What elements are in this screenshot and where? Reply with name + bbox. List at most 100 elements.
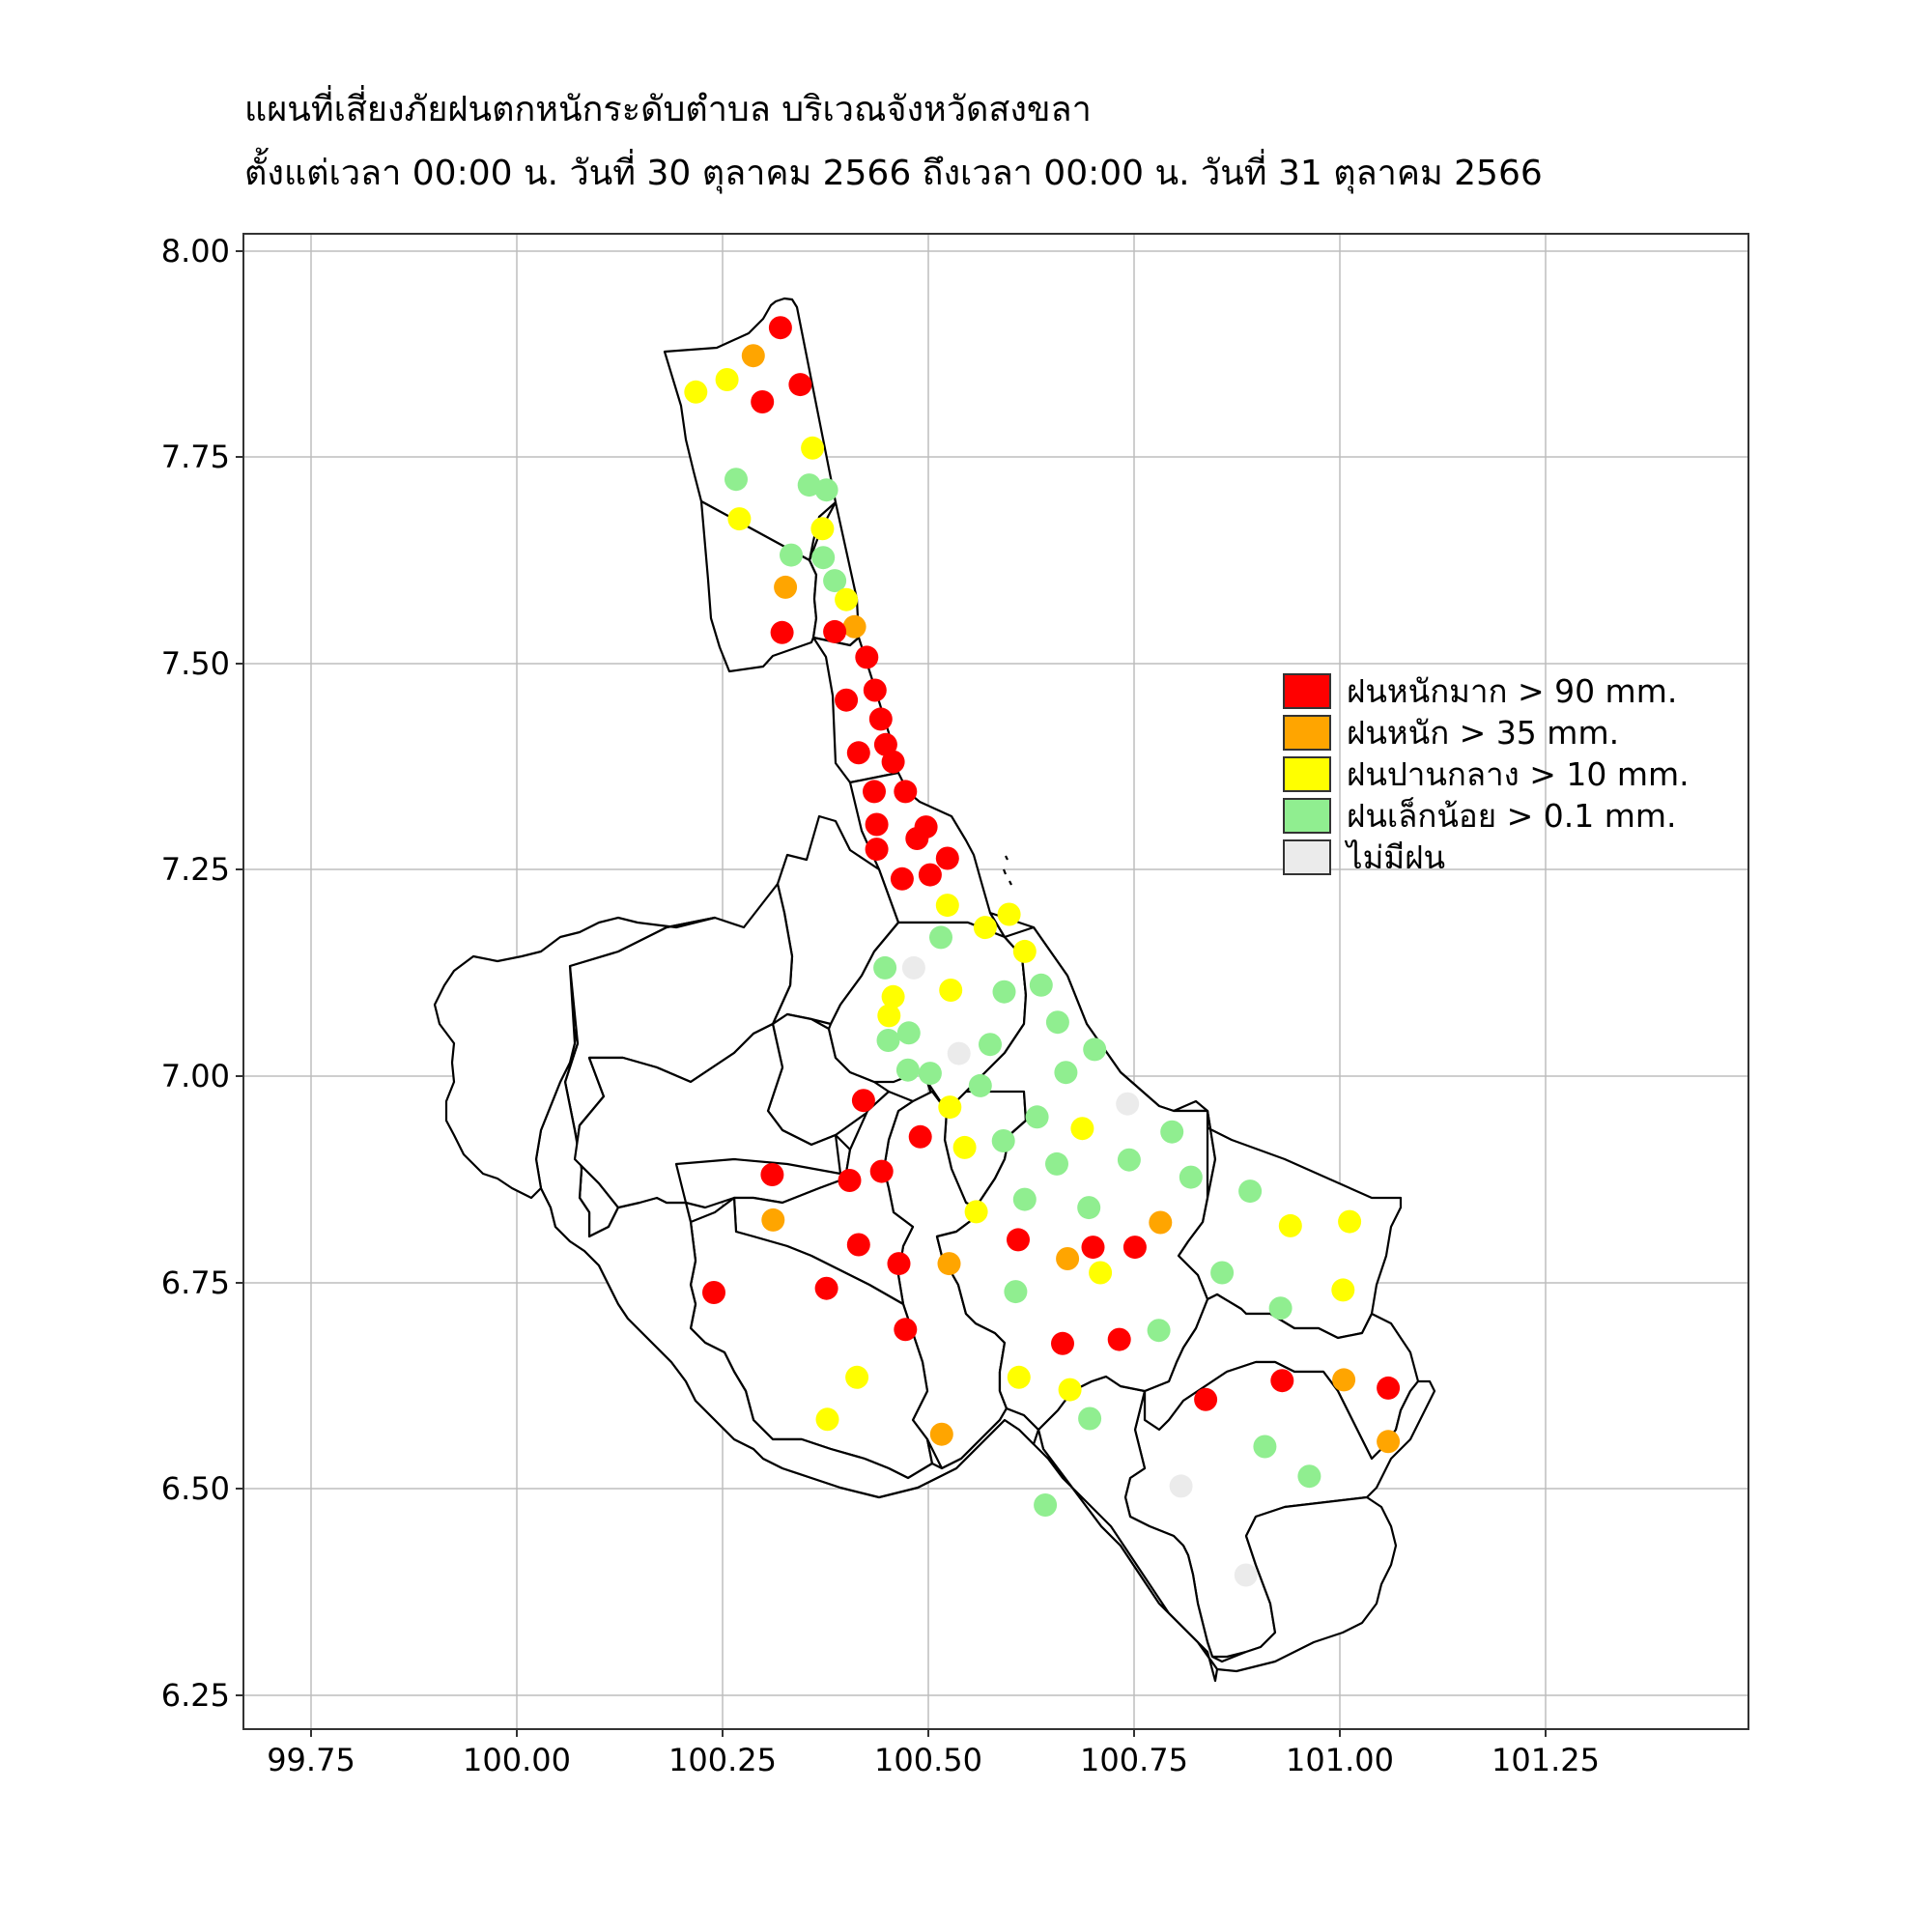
subdistrict-point-light-rain [1117,1148,1141,1172]
subdistrict-point-moderate-rain [935,894,959,918]
subdistrict-point-very-heavy-rain [846,1233,870,1257]
subdistrict-point-light-rain [1054,1061,1078,1085]
subdistrict-point-light-rain [1004,1280,1028,1304]
subdistrict-point-heavy-rain [1332,1368,1356,1392]
subdistrict-point-light-rain [992,980,1016,1004]
subdistrict-point-light-rain [1083,1037,1107,1062]
subdistrict-point-moderate-rain [997,902,1021,926]
subdistrict-point-light-rain [724,468,748,492]
map-title: แผนที่เสี่ยงภัยฝนตกหนักระดับตำบล บริเวณจ… [244,90,1092,129]
subdistrict-point-light-rain [1034,1493,1058,1517]
subdistrict-point-moderate-rain [684,380,708,404]
subdistrict-point-light-rain [823,569,847,593]
subdistrict-point-light-rain [1045,1010,1069,1035]
y-axis-labels: 6.25 6.50 6.75 7.00 7.25 7.50 7.75 8.00 [161,233,230,1714]
province-boundaries [433,297,1436,1683]
subdistrict-point-moderate-rain [1331,1278,1355,1302]
subdistrict-point-moderate-rain [801,436,825,460]
subdistrict-point-light-rain [873,955,897,980]
x-axis-labels: 99.75 100.00 100.25 100.50 100.75 101.00… [267,1742,1600,1778]
subdistrict-point-very-heavy-rain [1194,1387,1218,1411]
subdistrict-point-moderate-rain [727,507,752,531]
y-tick-label: 7.25 [161,851,230,888]
subdistrict-point-light-rain [811,546,836,570]
y-tick-label: 6.25 [161,1677,230,1714]
subdistrict-point-heavy-rain [774,575,798,599]
subdistrict-point-light-rain [1025,1105,1049,1129]
subdistrict-point-moderate-rain [835,587,859,611]
subdistrict-point-very-heavy-rain [881,750,905,774]
legend-label: ฝนหนักมาก > 90 mm. [1347,672,1678,710]
subdistrict-point-moderate-rain [938,1095,962,1120]
y-tick-label: 7.00 [161,1058,230,1094]
subdistrict-point-very-heavy-rain [814,1276,838,1300]
subdistrict-point-very-heavy-rain [855,645,879,669]
subdistrict-point-very-heavy-rain [887,1252,911,1276]
legend-swatch [1283,673,1331,709]
subdistrict-point-light-rain [1078,1406,1102,1431]
subdistrict-point-light-rain [896,1021,921,1045]
subdistrict-point-very-heavy-rain [1007,1228,1030,1252]
legend-swatch [1283,756,1331,792]
subdistrict-point-moderate-rain [845,1365,869,1389]
subdistrict-point-light-rain [929,925,952,950]
legend-label: ฝนหนัก > 35 mm. [1347,714,1620,752]
subdistrict-point-very-heavy-rain [865,838,889,862]
legend-swatch [1283,715,1331,751]
subdistrict-point-light-rain [895,1058,920,1082]
subdistrict-point-moderate-rain [1012,939,1037,963]
subdistrict-point-heavy-rain [1056,1247,1080,1270]
subdistrict-point-heavy-rain [761,1208,785,1232]
subdistrict-point-moderate-rain [964,1200,988,1224]
subdistrict-point-light-rain [1268,1296,1293,1321]
subdistrict-point-very-heavy-rain [702,1281,725,1304]
district-khlong-ngae [573,1022,842,1209]
subdistrict-point-light-rain [979,1033,1002,1057]
subdistrict-point-light-rain [968,1073,992,1097]
subdistrict-point-very-heavy-rain [918,863,942,887]
subdistrict-point-no-rain [947,1041,971,1065]
subdistrict-point-very-heavy-rain [751,390,775,413]
legend-swatch [1283,798,1331,834]
district-central-east [935,925,1209,1432]
subdistrict-point-moderate-rain [1070,1117,1094,1141]
subdistrict-point-very-heavy-rain [1377,1376,1401,1400]
subdistrict-point-very-heavy-rain [838,1169,862,1192]
subdistrict-point-light-rain [1297,1464,1321,1489]
subdistrict-point-moderate-rain [1089,1261,1113,1285]
subdistrict-point-very-heavy-rain [788,373,812,397]
subdistrict-point-very-heavy-rain [1051,1331,1074,1355]
axis-ticks [236,250,1547,1737]
subdistrict-point-very-heavy-rain [835,688,859,712]
subdistrict-point-moderate-rain [815,1407,839,1432]
subdistrict-point-very-heavy-rain [863,678,887,702]
plot-frame [242,233,1749,1730]
legend-swatch [1283,839,1331,875]
subdistrict-point-moderate-rain [952,1135,977,1159]
subdistrict-point-very-heavy-rain [890,867,914,891]
subdistrict-point-no-rain [1169,1474,1193,1498]
subdistrict-point-moderate-rain [881,984,905,1009]
subdistrict-point-light-rain [1179,1165,1203,1189]
subdistrict-point-light-rain [780,543,803,567]
subdistrict-point-heavy-rain [741,344,765,368]
subdistrict-point-moderate-rain [1007,1365,1031,1389]
legend-label: ฝนเล็กน้อย > 0.1 mm. [1347,797,1677,835]
district-north-ranot [663,297,838,562]
subdistrict-point-light-rain [1238,1179,1263,1204]
subdistrict-points [684,316,1401,1587]
subdistrict-point-heavy-rain [1377,1430,1401,1454]
subdistrict-point-heavy-rain [929,1422,953,1446]
subdistrict-point-light-rain [1160,1120,1184,1144]
x-tick-label: 100.75 [1080,1742,1188,1778]
subdistrict-point-light-rain [918,1062,942,1086]
x-tick-label: 100.50 [874,1742,982,1778]
y-tick-label: 7.75 [161,439,230,475]
subdistrict-point-moderate-rain [877,1004,901,1028]
subdistrict-point-very-heavy-rain [894,1318,918,1342]
subdistrict-point-moderate-rain [973,916,997,940]
subdistrict-point-no-rain [901,955,925,980]
subdistrict-point-very-heavy-rain [935,846,959,870]
subdistrict-point-moderate-rain [1338,1209,1362,1234]
